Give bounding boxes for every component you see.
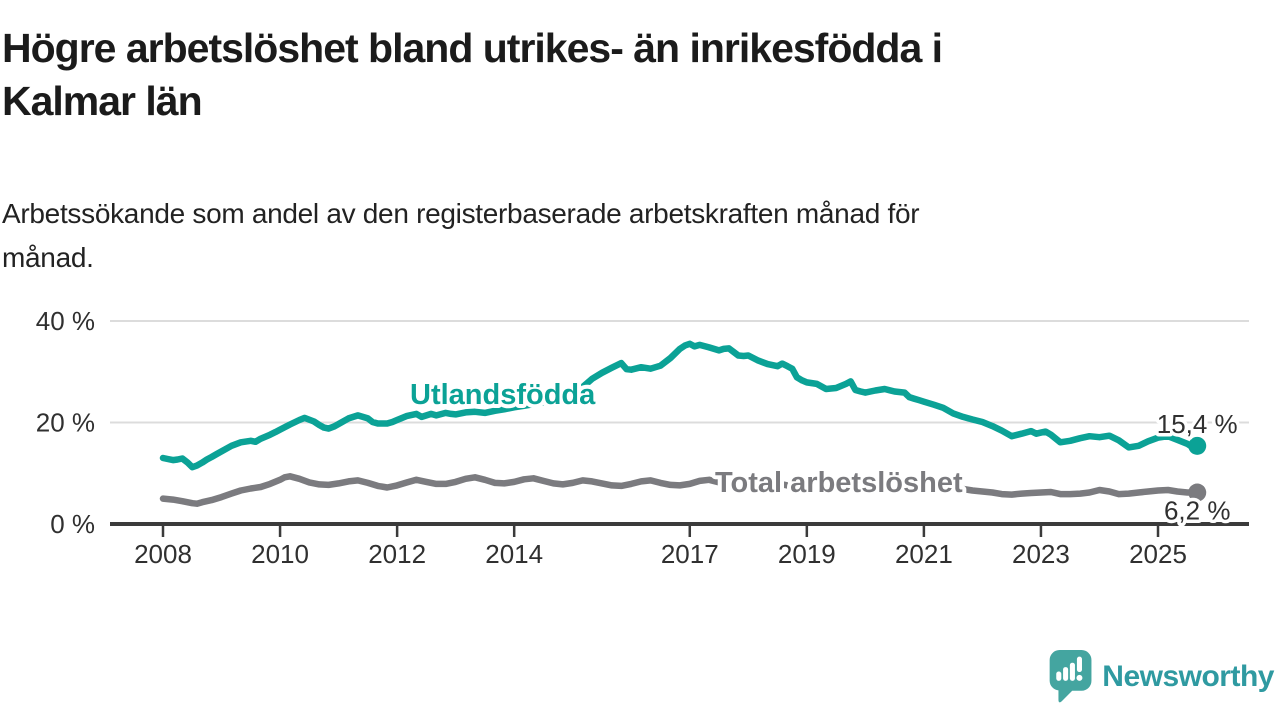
logo-exclamation-stem	[1077, 656, 1083, 673]
x-tick-label-2012: 2012	[368, 539, 426, 569]
series-line-1	[159, 473, 1201, 507]
logo-exclamation-dot	[1076, 674, 1083, 681]
y-tick-label-20: 20 %	[36, 408, 95, 438]
title-line-1: Högre arbetslöshet bland utrikes- än inr…	[2, 25, 943, 71]
end-dot-1	[1188, 483, 1207, 502]
title-line-2: Kalmar län	[2, 78, 203, 124]
x-tick-label-2021: 2021	[895, 539, 953, 569]
series-line-0	[159, 340, 1201, 471]
y-tick-label-0: 0 %	[50, 509, 95, 539]
x-tick-label-2023: 2023	[1012, 539, 1070, 569]
newsworthy-logo-icon	[1049, 650, 1092, 703]
newsworthy-wordmark: Newsworthy	[1102, 660, 1274, 693]
y-tick-label-40: 40 %	[36, 306, 95, 336]
subtitle-line-1: Arbetssökande som andel av den registerb…	[2, 198, 920, 229]
logo-bar-1	[1056, 671, 1062, 681]
newsworthy-logo: Newsworthy	[1048, 648, 1274, 706]
end-value-label-1: 6,2 %	[1164, 496, 1231, 526]
x-tick-label-2014: 2014	[485, 539, 543, 569]
series-label-0: Utlandsfödda	[410, 379, 596, 411]
page-title: Högre arbetslöshet bland utrikes- än inr…	[2, 22, 943, 128]
end-dot-0	[1188, 436, 1207, 455]
end-value-label-0: 15,4 %	[1157, 409, 1238, 439]
x-tick-label-2010: 2010	[251, 539, 309, 569]
x-tick-label-2008: 2008	[134, 539, 192, 569]
logo-bar-2	[1063, 667, 1069, 681]
x-tick-label-2017: 2017	[661, 539, 719, 569]
logo-bar-3	[1070, 662, 1076, 681]
x-tick-label-2025: 2025	[1129, 539, 1187, 569]
series-label-1: Total arbetslöshet	[715, 467, 963, 499]
subtitle-line-2: månad.	[2, 242, 94, 273]
x-tick-label-2019: 2019	[778, 539, 836, 569]
chart-subtitle: Arbetssökande som andel av den registerb…	[2, 192, 920, 280]
